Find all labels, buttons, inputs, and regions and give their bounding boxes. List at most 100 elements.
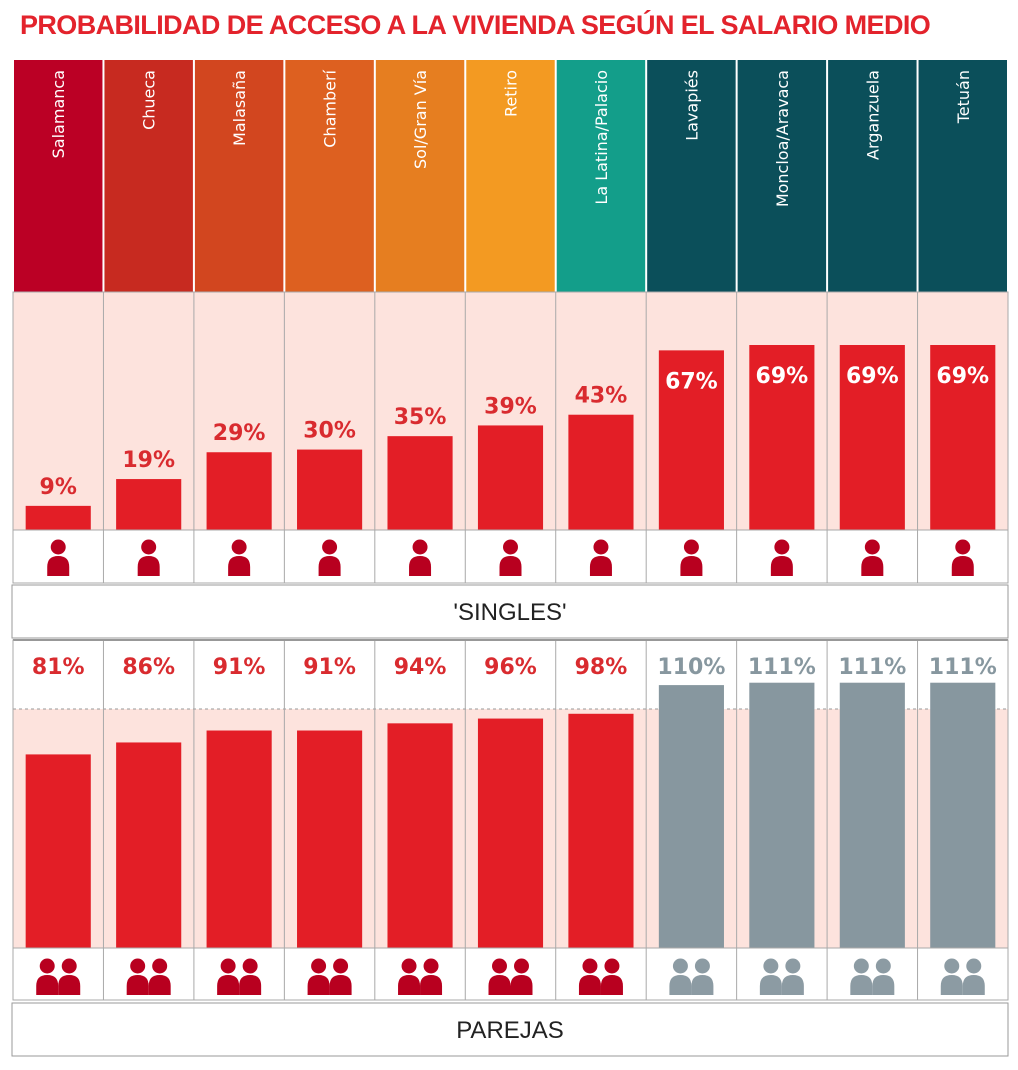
singles-value-label: 39% [484,394,537,419]
category-label: Moncloa/Aravaca [773,70,792,207]
person-head [785,958,801,974]
singles-label-box [11,584,1009,639]
header-cell-11 [918,60,1007,292]
parejas-value-label: 91% [213,655,266,680]
person-icon [589,539,612,576]
header-cell-7 [556,60,646,292]
category-label: Retiro [502,70,521,117]
person-body [217,975,240,995]
person-icon [488,958,511,995]
singles-bar [658,350,724,530]
singles-value-label: 67% [665,369,718,394]
person-head [152,958,168,974]
person-body [861,556,884,576]
parejas-section-label: PAREJAS [456,1017,564,1044]
person-body [307,975,330,995]
person-body [510,975,533,995]
header-cell-9 [737,60,827,292]
parejas-value-label: 94% [394,655,447,680]
person-body [409,556,432,576]
parejas-bar [658,685,724,948]
category-label: Tetuán [954,70,973,124]
singles-bar [297,449,363,530]
person-icon [228,539,251,576]
person-body [329,975,352,995]
person-head [50,539,66,555]
person-head [401,958,417,974]
person-icon [307,958,330,995]
person-icon [861,539,884,576]
person-body [239,975,262,995]
parejas-value-label: 98% [575,655,628,680]
singles-value-label: 9% [40,475,77,500]
header-cell-10 [828,60,917,292]
singles-section-label: 'SINGLES' [453,599,566,626]
singles-value-label: 69% [756,364,809,389]
parejas-bar [930,682,996,948]
person-head [220,958,236,974]
person-head [242,958,258,974]
singles-value-label: 29% [213,421,266,446]
person-body [137,556,160,576]
person-icon [781,958,804,995]
person-icon [600,958,623,995]
parejas-panel: 81% 86% 91% 91% 94% 96% 98% 110% 111% 111% 111% [12,639,1009,1001]
parejas-value-label: 81% [32,655,85,680]
parejas-bar [297,730,363,948]
header-cell-3 [194,60,284,292]
parejas-value-label: 86% [122,655,175,680]
person-body [781,975,804,995]
couple-icon [217,958,262,995]
singles-bar [568,414,634,530]
singles-bar [749,345,815,530]
couple-icon [940,958,985,995]
person-icon [962,958,985,995]
singles-panel: 9% 19% 29% 30% 35% 39% 43% 67% 69% 69% 69% [12,291,1009,584]
person-icon [951,539,974,576]
couple-icon [578,958,623,995]
couple-icon [669,958,714,995]
person-head [503,539,518,555]
singles-bar [387,436,453,530]
person-icon [680,539,703,576]
singles-bar [25,505,91,530]
person-body [318,556,341,576]
parejas-bar [116,742,182,948]
person-icon [148,958,171,995]
person-body [770,556,793,576]
person-body [488,975,511,995]
couple-icon [398,958,443,995]
category-label: Chamberí [321,69,340,147]
parejas-bar [25,754,91,948]
header-cell-6 [466,60,555,292]
person-head [763,958,779,974]
person-icon [47,539,70,576]
parejas-value-label: 110% [657,655,725,680]
singles-value-label: 69% [936,364,989,389]
person-head [672,958,688,974]
person-icon [940,958,963,995]
person-body [940,975,963,995]
person-head [514,958,529,974]
couple-icon [36,958,81,995]
person-body [499,556,522,576]
person-icon [691,958,714,995]
person-icon [217,958,240,995]
category-label: Malasaña [230,70,249,146]
person-head [412,539,428,555]
singles-bar [206,452,272,530]
person-head [61,958,77,974]
chart-title: PROBABILIDAD DE ACCESO A LA VIVIENDA SEG… [20,10,931,40]
person-body [58,975,81,995]
person-icon [329,958,352,995]
person-body [872,975,895,995]
parejas-value-label: 111% [929,655,997,680]
person-body [578,975,601,995]
category-label: La Latina/Palacio [592,70,611,205]
header-cell-4 [285,60,374,292]
parejas-bar [477,718,544,948]
person-head [322,539,338,555]
singles-bar [930,345,996,530]
person-head [683,539,699,555]
